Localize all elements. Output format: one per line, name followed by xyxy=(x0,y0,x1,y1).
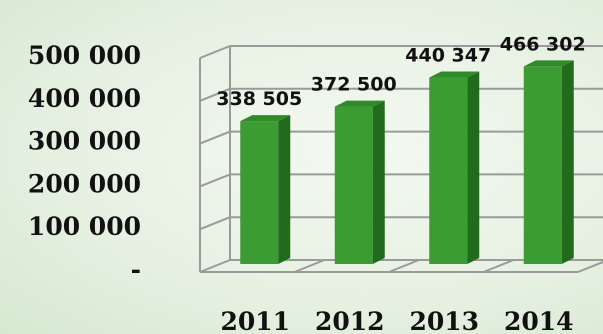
y-axis-ticks: - 100 000 200 000 300 000 400 000 500 000 xyxy=(28,41,141,284)
side-gridline xyxy=(199,87,231,102)
bar-2013 xyxy=(429,71,480,264)
bar-side xyxy=(561,60,574,264)
bar-front xyxy=(334,106,373,264)
y-tick-label: 300 000 xyxy=(28,127,141,156)
data-label: 338 505 xyxy=(216,88,302,110)
data-label: 466 302 xyxy=(500,33,586,55)
data-label: 440 347 xyxy=(405,45,491,67)
bar-side xyxy=(467,71,480,264)
x-axis-ticks: 2011 2012 2013 2014 xyxy=(220,307,573,334)
x-tick-label: 2013 xyxy=(409,307,479,334)
bar-front xyxy=(523,66,562,264)
floor-right-edge xyxy=(577,260,603,273)
y-tick-label: 400 000 xyxy=(28,84,141,113)
y-tick-label: - xyxy=(131,255,141,284)
bar-side xyxy=(372,100,385,264)
side-gridline xyxy=(199,130,231,145)
bar-top xyxy=(334,100,385,107)
side-gridline xyxy=(199,216,231,231)
x-tick-label: 2012 xyxy=(315,307,385,334)
bar-side xyxy=(278,115,291,264)
bar-2011 xyxy=(240,115,291,264)
x-tick-label: 2014 xyxy=(504,307,574,334)
bars xyxy=(240,60,574,264)
bar-top xyxy=(523,60,574,67)
floor-divider xyxy=(294,259,325,273)
bar-front xyxy=(240,121,279,264)
side-gridline xyxy=(199,45,231,59)
side-gridline xyxy=(199,259,231,273)
x-tick-label: 2011 xyxy=(220,307,290,334)
y-tick-label: 100 000 xyxy=(28,212,141,241)
side-gridline xyxy=(199,173,231,188)
floor-divider xyxy=(483,259,514,273)
y-tick-label: 200 000 xyxy=(28,169,141,198)
bar-front xyxy=(429,77,468,264)
floor-divider xyxy=(388,259,420,273)
bar-2012 xyxy=(334,100,385,264)
data-label: 372 500 xyxy=(311,74,397,96)
y-tick-label: 500 000 xyxy=(28,41,141,70)
bar-top xyxy=(429,71,480,78)
data-labels: 338 505 372 500 440 347 466 302 xyxy=(216,33,585,110)
bar-top xyxy=(240,115,291,122)
bar-2014 xyxy=(523,60,574,264)
